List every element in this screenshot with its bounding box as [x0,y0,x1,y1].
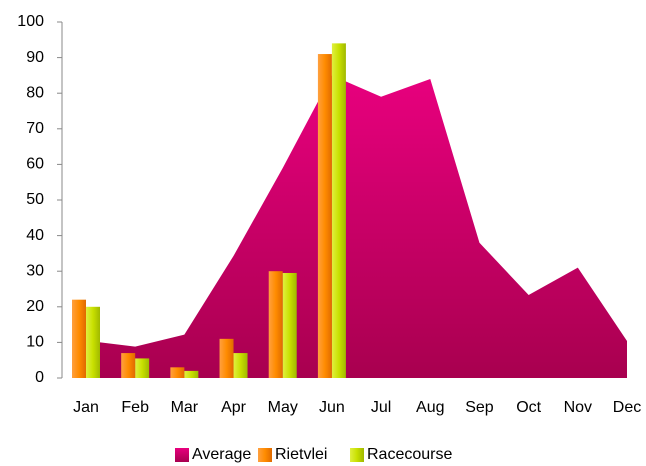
area [86,75,627,379]
legend-label: Rietvlei [275,446,327,463]
x-tick-label: Oct [516,399,541,416]
legend-label: Racecourse [367,446,452,463]
y-tick-label: 80 [26,84,44,101]
y-tick-label: 50 [26,191,44,208]
legend-label: Average [192,446,251,463]
x-tick-label: Jun [319,399,345,416]
x-tick-label: Aug [416,399,444,416]
x-tick-label: Jan [73,399,99,416]
x-tick-label: Dec [613,399,641,416]
bar [331,43,346,379]
x-tick-label: Sep [465,399,494,416]
bar [268,271,283,378]
x-tick-label: Apr [221,399,247,416]
x-tick-label: Mar [171,399,199,416]
x-tick-label: Nov [564,399,592,416]
y-tick-label: 100 [17,13,44,30]
bar [135,358,150,378]
x-tick-label: Jul [371,399,391,416]
bar [86,306,100,378]
y-tick-label: 10 [26,334,44,351]
bar [72,299,86,378]
legend-swatch [350,448,364,462]
y-tick-label: 70 [26,120,44,137]
bar [170,367,185,378]
y-tick-label: 0 [35,369,44,386]
x-tick-label: Feb [121,399,149,416]
y-tick-label: 30 [26,262,44,279]
y-tick-label: 40 [26,227,44,244]
y-tick-label: 90 [26,49,44,66]
bar [219,338,234,378]
y-tick-label: 20 [26,298,44,315]
bar [317,54,332,378]
y-tick-label: 60 [26,156,44,173]
x-tick-label: May [268,399,298,416]
legend-swatch [258,448,272,462]
legend-swatch [175,448,189,462]
bar [121,353,136,378]
bar [233,353,248,378]
bar [184,370,199,378]
bar [282,272,297,378]
